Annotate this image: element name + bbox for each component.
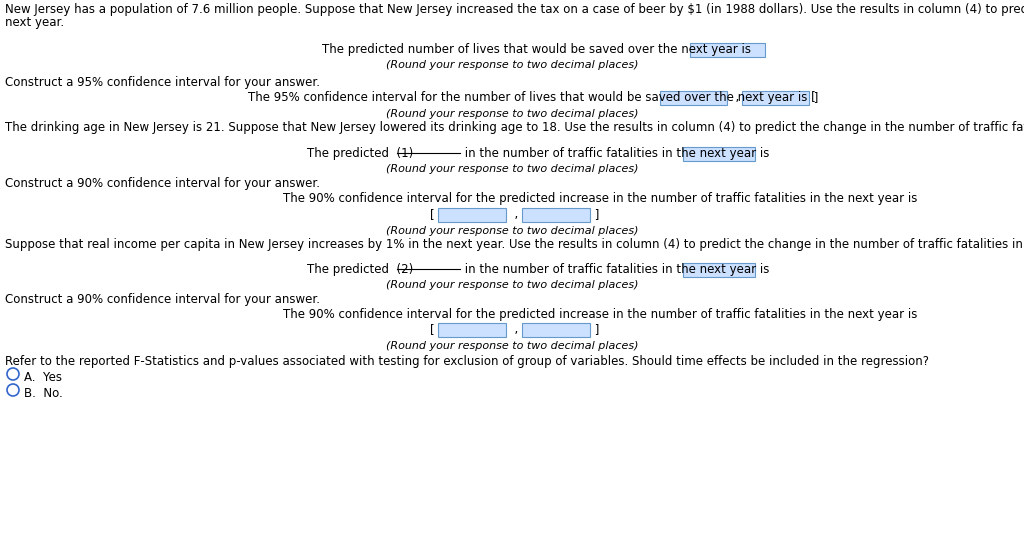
FancyBboxPatch shape <box>683 147 755 161</box>
Text: The predicted  (1): The predicted (1) <box>307 147 414 160</box>
Text: Refer to the reported F-Statistics and p-values associated with testing for excl: Refer to the reported F-Statistics and p… <box>5 355 929 368</box>
Text: (Round your response to two decimal places): (Round your response to two decimal plac… <box>386 60 638 70</box>
Text: The 95% confidence interval for the number of lives that would be saved over the: The 95% confidence interval for the numb… <box>248 91 816 104</box>
Text: The 90% confidence interval for the predicted increase in the number of traffic : The 90% confidence interval for the pred… <box>283 308 918 321</box>
Text: [: [ <box>430 323 434 336</box>
FancyBboxPatch shape <box>522 208 590 222</box>
Text: B.  No.: B. No. <box>24 387 62 400</box>
Text: Construct a 90% confidence interval for your answer.: Construct a 90% confidence interval for … <box>5 177 319 190</box>
Text: [: [ <box>430 208 434 221</box>
FancyBboxPatch shape <box>683 263 755 277</box>
Text: (Round your response to two decimal places): (Round your response to two decimal plac… <box>386 280 638 290</box>
Text: The drinking age in New Jersey is 21. Suppose that New Jersey lowered its drinki: The drinking age in New Jersey is 21. Su… <box>5 121 1024 134</box>
Text: ]: ] <box>591 208 599 221</box>
FancyBboxPatch shape <box>522 323 590 337</box>
Text: A.  Yes: A. Yes <box>24 371 62 384</box>
Text: ,: , <box>728 91 739 104</box>
Text: ]: ] <box>591 323 599 336</box>
Text: The predicted number of lives that would be saved over the next year is: The predicted number of lives that would… <box>322 43 751 56</box>
FancyBboxPatch shape <box>742 91 809 105</box>
Text: ,: , <box>507 323 518 336</box>
Text: in the number of traffic fatalities in the next year is: in the number of traffic fatalities in t… <box>461 147 769 160</box>
Text: ,: , <box>507 208 518 221</box>
Text: New Jersey has a population of 7.6 million people. Suppose that New Jersey incre: New Jersey has a population of 7.6 milli… <box>5 3 1024 16</box>
Text: in the number of traffic fatalities in the next year is: in the number of traffic fatalities in t… <box>461 263 769 276</box>
FancyBboxPatch shape <box>690 43 765 57</box>
FancyBboxPatch shape <box>660 91 727 105</box>
Text: Construct a 90% confidence interval for your answer.: Construct a 90% confidence interval for … <box>5 293 319 306</box>
Text: (Round your response to two decimal places): (Round your response to two decimal plac… <box>386 109 638 119</box>
Text: ]: ] <box>810 91 818 104</box>
Text: (Round your response to two decimal places): (Round your response to two decimal plac… <box>386 341 638 351</box>
Text: (Round your response to two decimal places): (Round your response to two decimal plac… <box>386 164 638 174</box>
Text: The 90% confidence interval for the predicted increase in the number of traffic : The 90% confidence interval for the pred… <box>283 192 918 205</box>
FancyBboxPatch shape <box>438 323 506 337</box>
Text: (Round your response to two decimal places): (Round your response to two decimal plac… <box>386 226 638 236</box>
Text: next year.: next year. <box>5 16 65 29</box>
Text: The predicted  (2): The predicted (2) <box>307 263 414 276</box>
FancyBboxPatch shape <box>438 208 506 222</box>
Text: Suppose that real income per capita in New Jersey increases by 1% in the next ye: Suppose that real income per capita in N… <box>5 238 1024 251</box>
Text: Construct a 95% confidence interval for your answer.: Construct a 95% confidence interval for … <box>5 76 319 89</box>
